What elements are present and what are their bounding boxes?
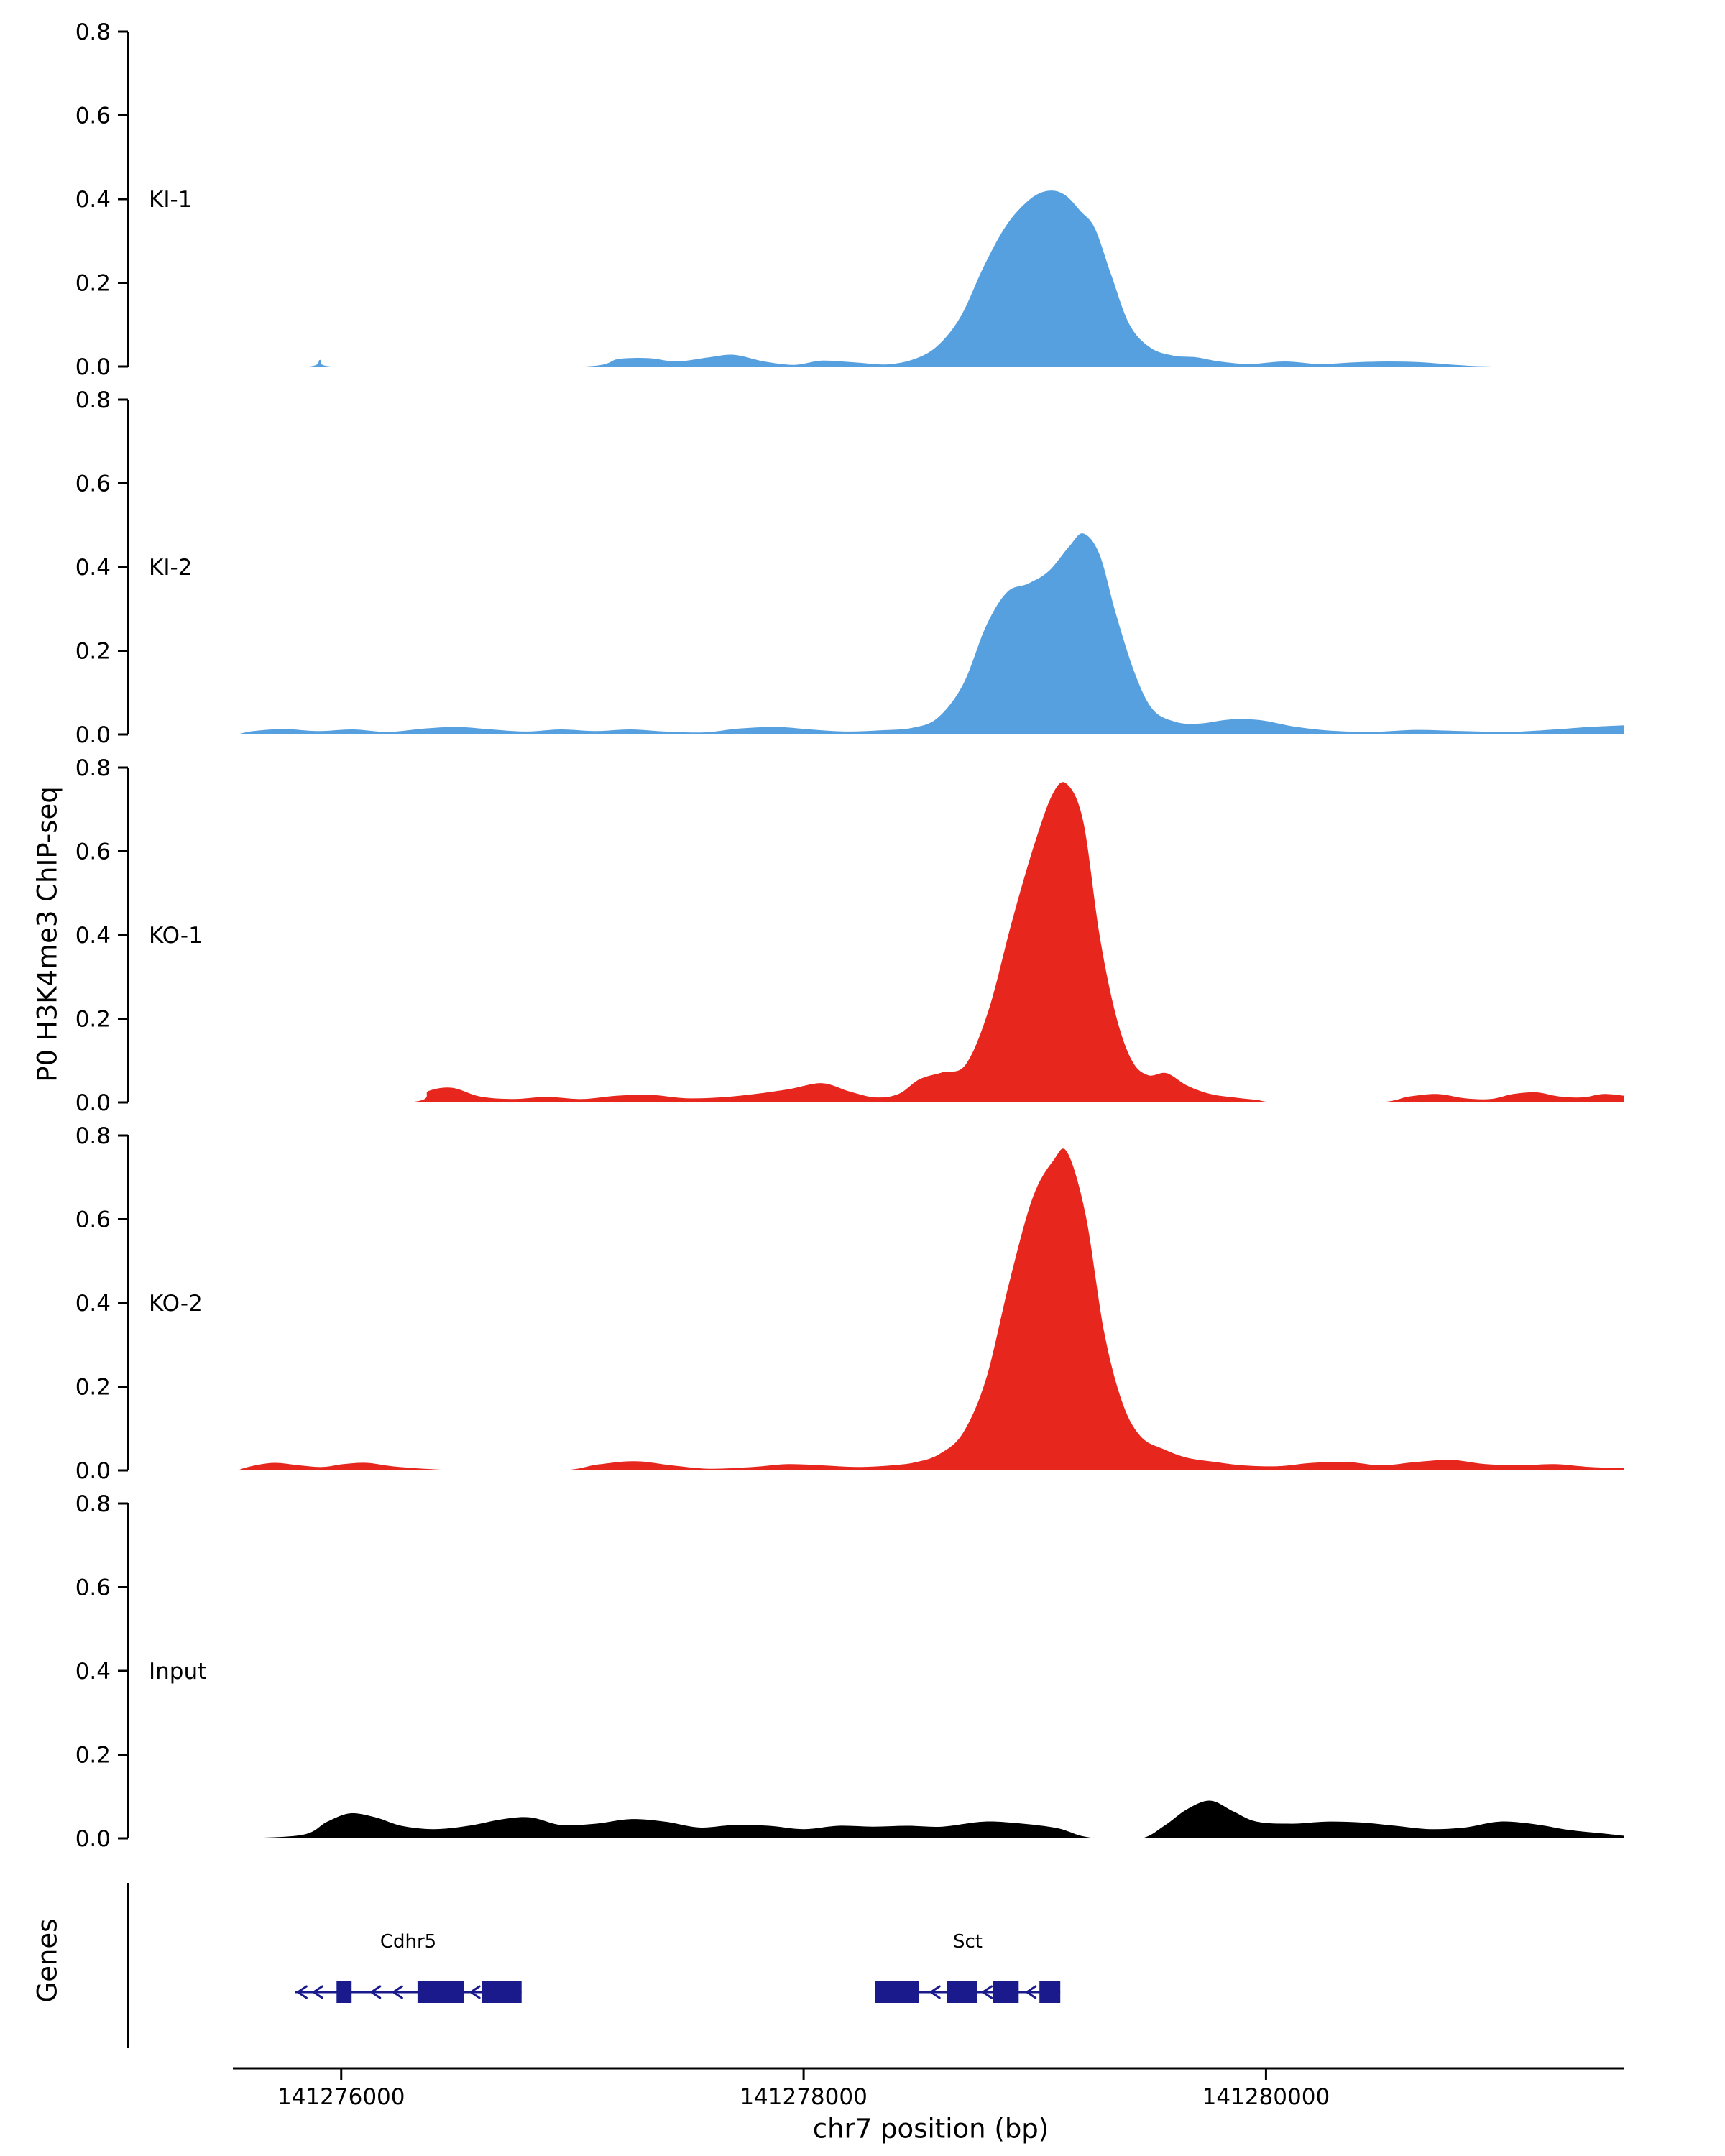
strand-arrow-left xyxy=(391,1985,403,1999)
y-tick-label: 0.6 xyxy=(75,1207,111,1233)
strand-arrow-left xyxy=(469,1985,481,1999)
strand-arrow-left xyxy=(295,1985,308,1999)
y-tick-label: 0.4 xyxy=(75,1659,111,1685)
x-tick-label: 141278000 xyxy=(740,2084,868,2110)
track-KI-1: 0.0 0.2 0.4 0.6 0.8 KI-1 xyxy=(75,19,1624,380)
y-tick-label: 0.6 xyxy=(75,1575,111,1601)
track-KO-1: 0.0 0.2 0.4 0.6 0.8 KO-1 xyxy=(75,755,1624,1116)
gene-name: Cdhr5 xyxy=(380,1931,436,1953)
y-tick-label: 0.4 xyxy=(75,187,111,213)
strand-arrow-left xyxy=(980,1985,993,1999)
exon xyxy=(875,1981,919,2003)
exon xyxy=(482,1981,522,2003)
track-label: KI-1 xyxy=(149,187,192,213)
y-tick-label: 0.0 xyxy=(75,1458,111,1484)
x-tick-label: 141276000 xyxy=(277,2084,405,2110)
genes-panel: Cdhr5 Sct xyxy=(126,1883,1061,2048)
track-label: KI-2 xyxy=(149,555,192,581)
strand-arrow-left xyxy=(1025,1985,1037,1999)
y-tick-label: 0.2 xyxy=(75,639,111,665)
y-tick-label: 0.0 xyxy=(75,1826,111,1852)
coverage-area-Input xyxy=(237,1800,1624,1838)
y-tick-label: 0.4 xyxy=(75,555,111,581)
y-tick-label: 0.6 xyxy=(75,103,111,129)
gene-Cdhr5: Cdhr5 xyxy=(295,1931,522,2003)
strand-arrow-left xyxy=(369,1985,382,1999)
exon xyxy=(947,1981,978,2003)
y-tick-label: 0.8 xyxy=(75,387,111,413)
gene-Sct: Sct xyxy=(875,1931,1061,2003)
x-tick-label: 141280000 xyxy=(1202,2084,1330,2110)
y-tick-label: 0.0 xyxy=(75,722,111,748)
coverage-area-KI-1 xyxy=(237,190,1624,367)
track-KO-2: 0.0 0.2 0.4 0.6 0.8 KO-2 xyxy=(75,1123,1624,1484)
exon xyxy=(336,1981,352,2003)
track-label: KO-1 xyxy=(149,923,203,949)
track-label: KO-2 xyxy=(149,1291,203,1317)
y-tick-label: 0.0 xyxy=(75,354,111,380)
y-tick-label: 0.8 xyxy=(75,1123,111,1149)
x-axis-title: chr7 position (bp) xyxy=(812,2113,1049,2145)
coverage-area-KO-1 xyxy=(237,782,1624,1102)
gene-name: Sct xyxy=(953,1931,983,1953)
exon xyxy=(1039,1981,1061,2003)
coverage-area-KI-2 xyxy=(237,533,1624,734)
genes-axis-title: Genes xyxy=(32,1918,63,2003)
x-axis: 141276000 141278000 141280000 xyxy=(233,2067,1624,2110)
y-tick-label: 0.8 xyxy=(75,1491,111,1517)
y-tick-label: 0.6 xyxy=(75,471,111,497)
track-KI-2: 0.0 0.2 0.4 0.6 0.8 KI-2 xyxy=(75,387,1624,748)
exon xyxy=(417,1981,464,2003)
y-axis-title: P0 H3K4me3 ChIP-seq xyxy=(32,786,63,1082)
y-tick-label: 0.8 xyxy=(75,19,111,45)
y-tick-label: 0.2 xyxy=(75,1007,111,1033)
y-tick-label: 0.2 xyxy=(75,1743,111,1769)
track-Input: 0.0 0.2 0.4 0.6 0.8 Input xyxy=(75,1491,1624,1852)
y-tick-label: 0.2 xyxy=(75,1375,111,1401)
coverage-area-KO-2 xyxy=(237,1148,1624,1470)
y-tick-label: 0.8 xyxy=(75,755,111,781)
strand-arrow-left xyxy=(311,1985,323,1999)
y-tick-label: 0.2 xyxy=(75,271,111,297)
y-tick-label: 0.4 xyxy=(75,923,111,949)
y-tick-label: 0.6 xyxy=(75,839,111,865)
y-tick-label: 0.4 xyxy=(75,1291,111,1317)
exon xyxy=(993,1981,1019,2003)
y-tick-label: 0.0 xyxy=(75,1090,111,1116)
track-label: Input xyxy=(149,1659,206,1685)
strand-arrow-left xyxy=(929,1985,941,1999)
